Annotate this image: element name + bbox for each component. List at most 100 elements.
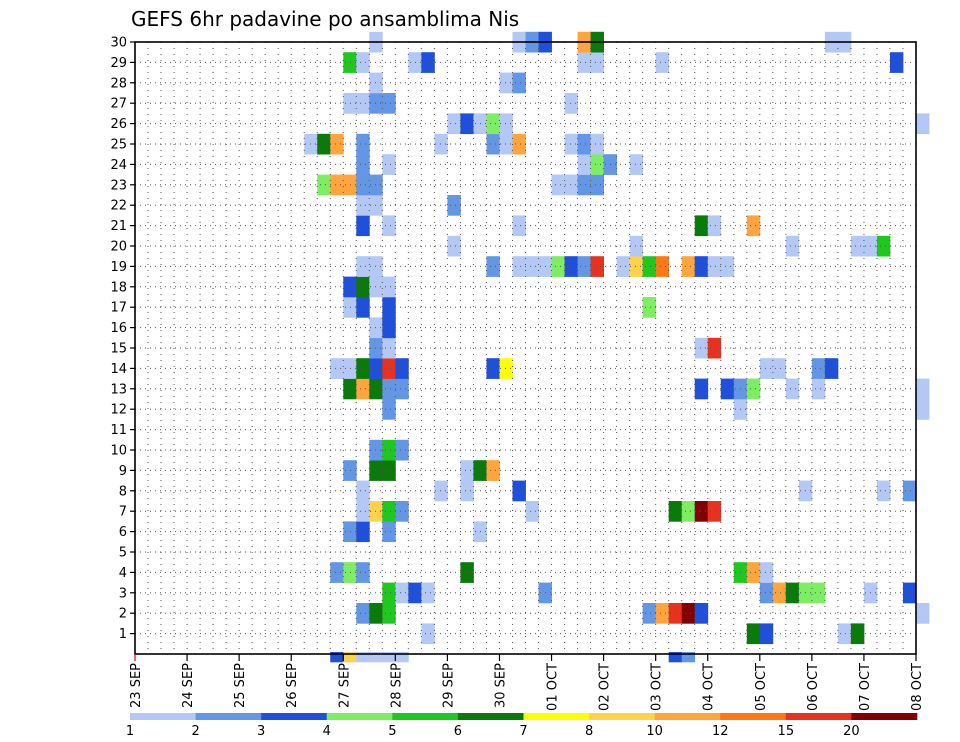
legend-swatch xyxy=(261,713,328,720)
precip-cell xyxy=(590,52,604,73)
legend-label: 10 xyxy=(646,724,663,739)
precip-cell xyxy=(343,52,357,73)
legend-label: 20 xyxy=(843,724,860,739)
precip-cell xyxy=(369,439,383,461)
precip-cell xyxy=(512,215,526,237)
x-tick-label: 28 SEP xyxy=(389,663,404,708)
precip-cell xyxy=(421,623,435,645)
chart-title: GEFS 6hr padavine po ansamblima Nis xyxy=(131,7,519,31)
precip-cell xyxy=(382,439,396,461)
y-tick-label: 16 xyxy=(110,321,127,336)
precip-cell xyxy=(746,623,761,645)
precip-cell xyxy=(577,154,591,175)
precip-cell xyxy=(564,133,578,155)
legend-label: 1 xyxy=(126,724,134,739)
precip-cell xyxy=(421,52,435,73)
precip-cell xyxy=(369,174,383,196)
precip-cell xyxy=(720,256,735,277)
precip-cell xyxy=(707,337,722,359)
precip-cell xyxy=(486,358,500,379)
precip-cell xyxy=(382,154,396,175)
legend-swatch xyxy=(326,713,393,720)
precip-cell xyxy=(564,256,578,277)
precip-cell xyxy=(382,582,396,604)
y-tick-label: 25 xyxy=(110,138,127,153)
precip-cell xyxy=(382,399,396,420)
precip-cell xyxy=(382,501,396,522)
precip-cell xyxy=(460,562,474,583)
precip-cell xyxy=(642,603,657,624)
precip-cell xyxy=(525,501,539,522)
precip-cell xyxy=(590,133,604,155)
precip-cell xyxy=(694,603,709,624)
precip-cell xyxy=(824,358,839,379)
precip-cell xyxy=(369,501,383,522)
precip-cell xyxy=(811,378,826,400)
axes: 1234567891011121314151617181920212223242… xyxy=(110,36,925,711)
legend-label: 12 xyxy=(712,724,729,739)
precip-cell xyxy=(577,174,591,196)
precip-cell xyxy=(395,358,409,379)
precip-cell xyxy=(486,133,500,155)
precip-cell xyxy=(902,480,917,502)
precip-cell xyxy=(499,72,513,94)
precip-cell xyxy=(590,174,604,196)
precip-cell xyxy=(447,195,461,216)
precip-cell xyxy=(577,133,591,155)
precip-cell xyxy=(421,582,435,604)
precip-cell xyxy=(512,133,526,155)
y-tick-label: 7 xyxy=(119,505,127,520)
precip-cell xyxy=(356,52,370,73)
precip-cell xyxy=(512,480,526,502)
precip-cell xyxy=(369,93,383,114)
legend-label: 15 xyxy=(778,724,795,739)
precip-cell xyxy=(759,358,774,379)
precip-cell xyxy=(876,480,891,502)
precip-cell xyxy=(343,460,357,481)
y-tick-label: 9 xyxy=(119,464,127,479)
precip-cell xyxy=(916,378,930,400)
precip-cell xyxy=(356,174,370,196)
precip-cell xyxy=(720,378,735,400)
precip-cell xyxy=(382,358,396,379)
precip-cell xyxy=(889,52,904,73)
precip-cell xyxy=(369,460,383,481)
precip-cell xyxy=(356,256,370,277)
precip-cell xyxy=(356,378,370,400)
legend-swatch xyxy=(654,713,721,720)
x-tick-label: 08 OCT xyxy=(910,663,925,711)
precip-cell xyxy=(382,317,396,339)
x-tick-label: 03 OCT xyxy=(650,663,665,711)
precip-cell xyxy=(525,256,539,277)
y-tick-label: 2 xyxy=(119,607,127,622)
precip-cell xyxy=(356,276,370,298)
precip-cell xyxy=(369,256,383,277)
precip-cell xyxy=(356,93,370,114)
precip-cell xyxy=(811,582,826,604)
precip-cell xyxy=(577,256,591,277)
y-tick-label: 8 xyxy=(119,484,127,499)
precip-cell xyxy=(772,582,787,604)
precip-cell xyxy=(681,256,696,277)
y-tick-label: 22 xyxy=(110,199,127,214)
precip-cell xyxy=(681,603,696,624)
y-tick-label: 5 xyxy=(119,546,127,561)
precip-cell xyxy=(395,582,409,604)
precip-cell xyxy=(564,93,578,114)
precip-cell xyxy=(746,215,761,237)
y-tick-label: 13 xyxy=(110,382,127,397)
x-tick-label: 24 SEP xyxy=(181,663,196,708)
precip-cell xyxy=(343,297,357,318)
precip-cell xyxy=(356,521,370,543)
precip-cell xyxy=(551,256,565,277)
y-tick-label: 28 xyxy=(110,76,127,91)
precip-cell xyxy=(447,235,461,257)
y-tick-label: 27 xyxy=(110,97,127,112)
y-tick-label: 17 xyxy=(110,301,127,316)
precip-cell xyxy=(382,215,396,237)
precip-cell xyxy=(460,460,474,481)
precip-cell xyxy=(343,378,357,400)
precip-cell xyxy=(499,358,513,379)
precip-cell xyxy=(837,623,852,645)
